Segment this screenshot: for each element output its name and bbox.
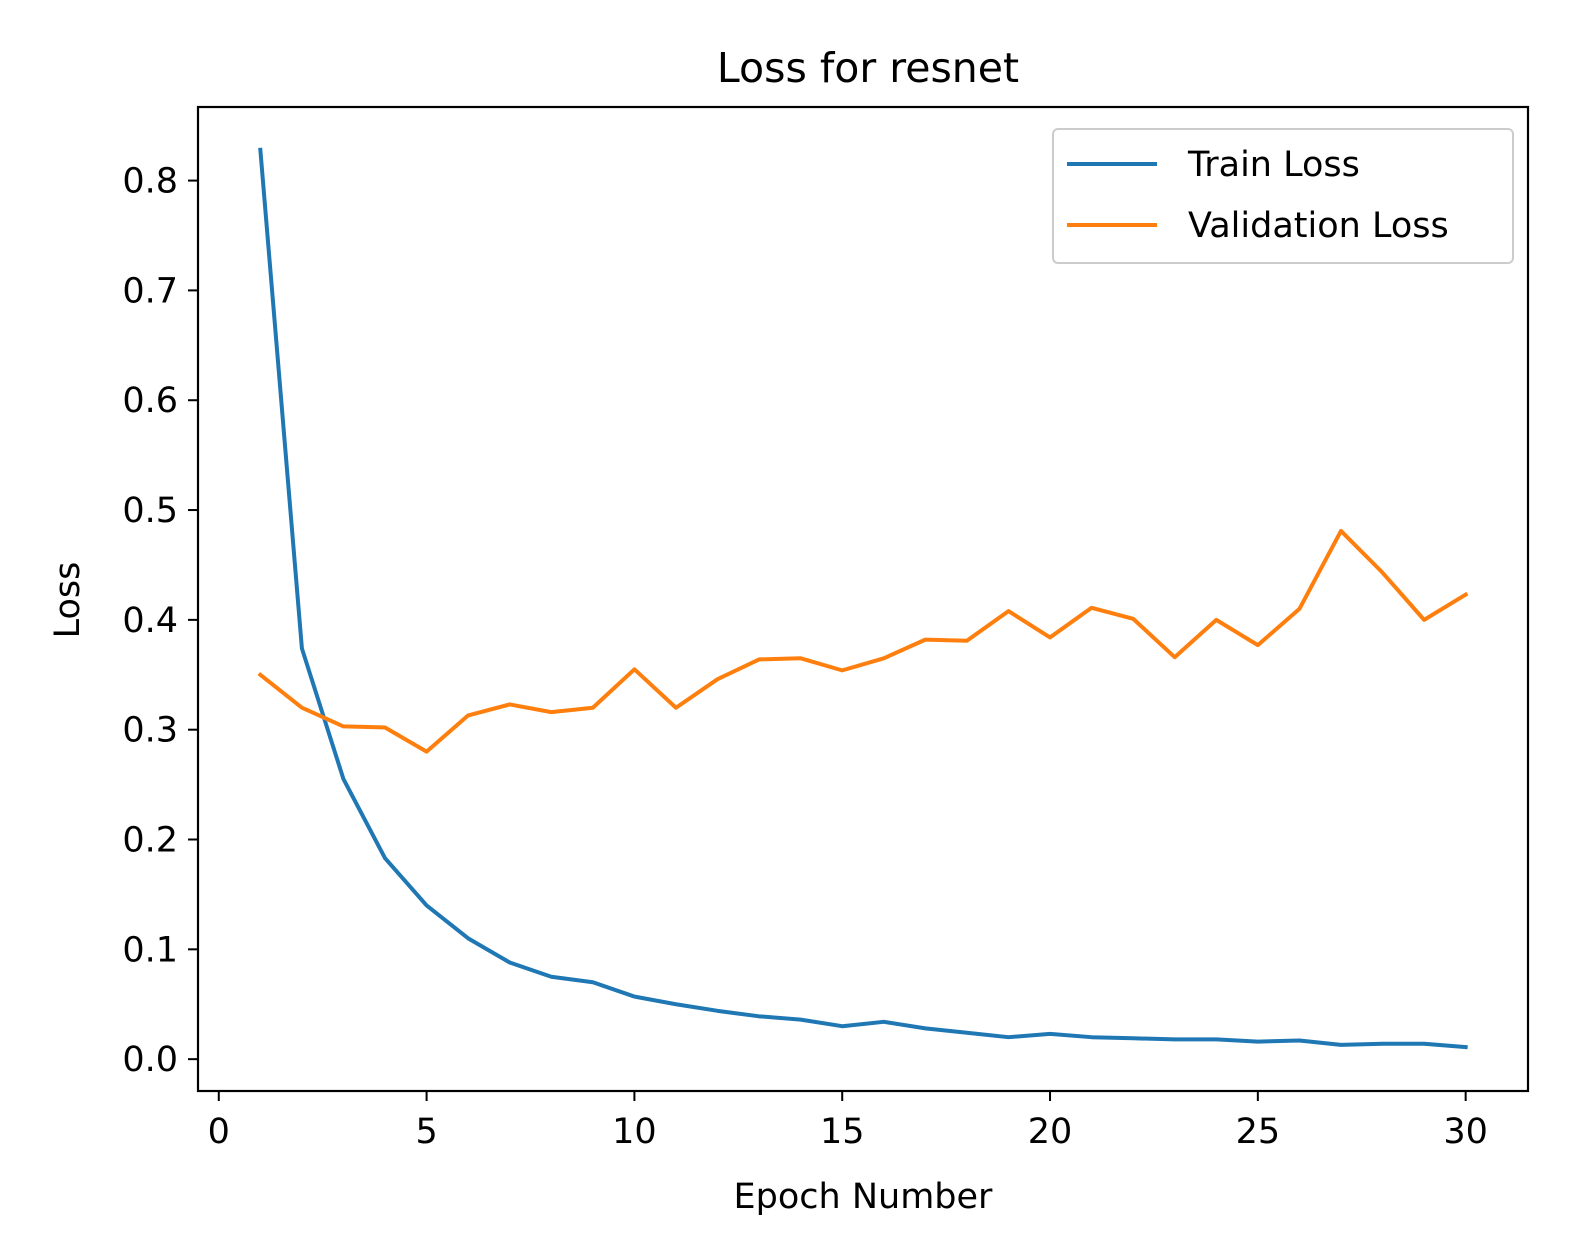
y-tick-label: 0.8 xyxy=(122,162,178,202)
y-tick-label: 0.5 xyxy=(122,491,178,531)
y-tick-label: 0.0 xyxy=(122,1040,178,1080)
x-tick-label: 10 xyxy=(612,1112,657,1152)
legend-box xyxy=(1052,128,1514,264)
y-axis-label: Loss xyxy=(48,562,88,639)
y-tick-label: 0.2 xyxy=(122,821,178,861)
x-tick-label: 5 xyxy=(415,1112,437,1152)
x-axis-ticks: 0 5 10 15 20 25 30 xyxy=(208,1091,1488,1152)
series-line-train-loss xyxy=(258,147,1468,1050)
x-tick-label: 30 xyxy=(1443,1112,1488,1152)
plot-area xyxy=(257,147,1469,1050)
y-tick-label: 0.3 xyxy=(122,711,178,751)
y-axis-ticks: 0.0 0.1 0.2 0.3 0.4 0.5 0.6 0.7 0.8 xyxy=(122,162,198,1080)
x-axis-label: Epoch Number xyxy=(734,1177,994,1217)
y-tick-label: 0.7 xyxy=(122,271,178,311)
y-tick-label: 0.1 xyxy=(122,930,178,970)
legend-validation-loss-label: Validation Loss xyxy=(1188,206,1449,246)
chart-title: Loss for resnet xyxy=(717,44,1019,92)
x-tick-label: 15 xyxy=(820,1112,865,1152)
y-tick-label: 0.4 xyxy=(122,601,178,641)
series-line-validation-loss xyxy=(257,528,1469,754)
y-tick-label: 0.6 xyxy=(122,381,178,421)
legend: Train Loss Validation Loss xyxy=(1052,128,1514,264)
x-tick-label: 25 xyxy=(1236,1112,1281,1152)
x-tick-label: 0 xyxy=(208,1112,230,1152)
x-tick-label: 20 xyxy=(1028,1112,1073,1152)
axes-frame xyxy=(196,105,1530,1093)
legend-train-loss-label: Train Loss xyxy=(1187,145,1360,185)
